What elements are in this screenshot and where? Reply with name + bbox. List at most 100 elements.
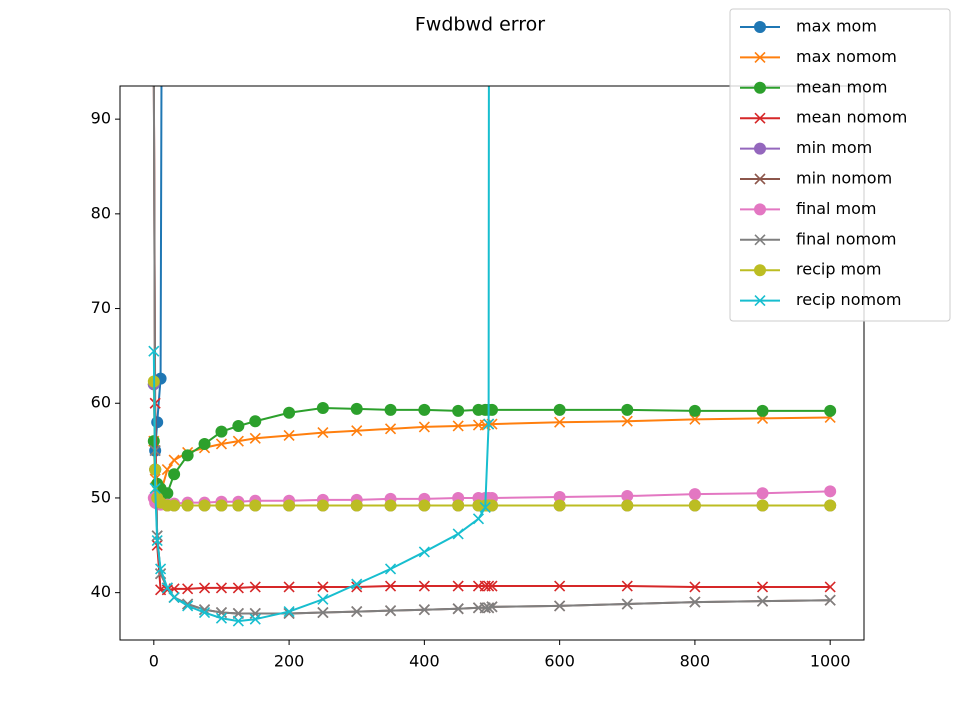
marker bbox=[621, 499, 634, 512]
y-tick-label: 90 bbox=[91, 109, 111, 128]
marker bbox=[754, 142, 766, 155]
marker bbox=[754, 234, 766, 246]
marker bbox=[317, 593, 329, 605]
y-tick-label: 40 bbox=[91, 582, 111, 601]
marker bbox=[756, 595, 769, 607]
marker bbox=[317, 581, 329, 593]
marker bbox=[317, 606, 329, 619]
marker bbox=[181, 449, 194, 462]
marker bbox=[215, 612, 228, 624]
marker bbox=[151, 416, 164, 429]
legend-label: max mom bbox=[796, 17, 877, 36]
marker bbox=[689, 596, 701, 608]
marker bbox=[486, 580, 498, 592]
marker bbox=[418, 499, 431, 512]
marker bbox=[168, 591, 180, 603]
marker bbox=[472, 513, 485, 525]
marker bbox=[182, 600, 194, 612]
marker bbox=[754, 173, 766, 185]
legend-label: mean mom bbox=[796, 77, 887, 96]
marker bbox=[754, 264, 766, 277]
marker bbox=[316, 401, 329, 414]
marker bbox=[554, 416, 566, 428]
legend-label: final nomom bbox=[796, 229, 896, 248]
x-tick-label: 400 bbox=[409, 652, 440, 671]
marker bbox=[418, 403, 431, 416]
marker bbox=[198, 606, 211, 619]
marker bbox=[198, 582, 211, 594]
marker bbox=[350, 402, 363, 415]
marker bbox=[688, 499, 701, 512]
marker bbox=[215, 438, 228, 450]
marker bbox=[452, 528, 464, 540]
marker bbox=[483, 602, 495, 614]
marker bbox=[198, 437, 211, 450]
legend: max mom max nomom mean mom mean nomom min mo… bbox=[729, 8, 951, 322]
plot-area bbox=[147, 86, 837, 627]
marker bbox=[688, 404, 701, 417]
plot-frame bbox=[119, 85, 865, 641]
marker bbox=[232, 615, 244, 627]
marker bbox=[351, 578, 363, 590]
marker bbox=[168, 468, 181, 481]
marker bbox=[688, 488, 701, 501]
marker bbox=[155, 563, 167, 575]
chart-title: Fwdbwd error bbox=[415, 14, 545, 36]
marker bbox=[182, 583, 194, 595]
marker bbox=[384, 605, 397, 617]
x-tick-label: 1000 bbox=[810, 652, 851, 671]
legend-label: recip mom bbox=[796, 260, 882, 279]
marker bbox=[756, 404, 769, 417]
y-tick-label: 60 bbox=[91, 393, 111, 412]
marker bbox=[824, 499, 837, 512]
marker bbox=[317, 427, 329, 439]
marker bbox=[283, 581, 295, 593]
marker bbox=[824, 581, 836, 593]
legend-label: max nomom bbox=[796, 47, 897, 66]
marker bbox=[754, 51, 766, 63]
marker bbox=[232, 419, 245, 432]
marker bbox=[283, 429, 295, 442]
marker bbox=[351, 425, 363, 437]
marker bbox=[621, 580, 633, 592]
marker bbox=[161, 582, 173, 594]
marker bbox=[168, 499, 181, 512]
marker bbox=[479, 501, 491, 513]
legend-box bbox=[729, 8, 951, 322]
marker bbox=[689, 413, 701, 425]
marker bbox=[249, 432, 261, 444]
marker bbox=[824, 594, 836, 606]
marker bbox=[554, 600, 566, 612]
marker bbox=[283, 499, 296, 512]
marker bbox=[149, 482, 161, 495]
marker bbox=[232, 582, 244, 594]
marker bbox=[148, 345, 160, 357]
legend-label: min nomom bbox=[796, 169, 892, 188]
y-tick-label: 50 bbox=[91, 487, 111, 506]
x-tick-label: 200 bbox=[274, 652, 305, 671]
marker bbox=[553, 403, 566, 416]
y-tick-label: 80 bbox=[91, 203, 111, 222]
marker bbox=[316, 499, 329, 512]
marker bbox=[249, 613, 261, 625]
marker bbox=[452, 603, 464, 615]
marker bbox=[756, 581, 769, 593]
marker bbox=[283, 606, 295, 618]
marker bbox=[689, 581, 701, 593]
marker bbox=[215, 425, 228, 438]
marker bbox=[452, 404, 465, 417]
marker bbox=[754, 21, 766, 33]
marker bbox=[215, 582, 228, 594]
marker bbox=[754, 203, 766, 216]
legend-label: final mom bbox=[796, 199, 877, 218]
marker bbox=[483, 580, 495, 592]
marker bbox=[418, 604, 430, 616]
marker bbox=[553, 491, 566, 504]
legend-label: min mom bbox=[796, 138, 872, 157]
marker bbox=[350, 499, 363, 512]
marker bbox=[452, 499, 465, 512]
marker bbox=[232, 499, 245, 512]
marker bbox=[151, 534, 163, 547]
marker bbox=[418, 546, 430, 558]
